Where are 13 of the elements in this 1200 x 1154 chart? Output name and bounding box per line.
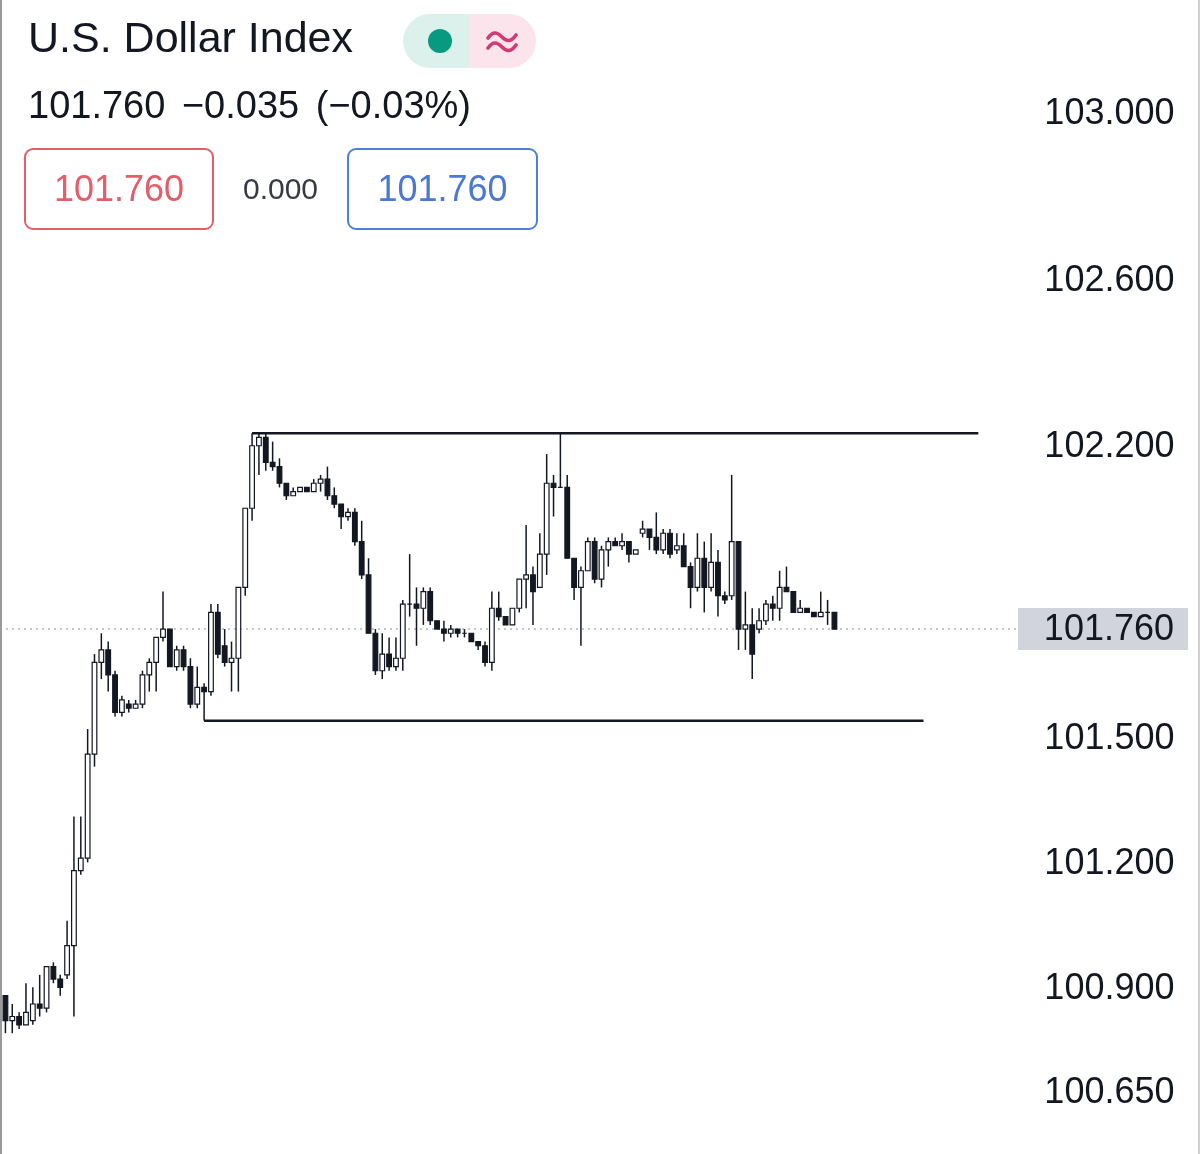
y-tick-label: 102.600 [1044,257,1175,299]
text: 101.760 −0.035 (−0.03%) [28,84,472,126]
chart-title: U.S. Dollar Index [28,13,354,61]
y-tick-label: 100.900 [1044,965,1175,1007]
annotation: 0.000 [241,171,320,207]
ref-line-label: 101.760 [1043,607,1174,649]
y-tick-label: 101.500 [1044,715,1175,757]
annotation: 101.760 [24,148,214,230]
y-tick-label: 100.650 [1044,1070,1175,1112]
y-tick-label: 102.200 [1044,424,1175,466]
y-tick-label: 103.000 [1044,90,1175,132]
annotation: 101.760 [347,148,538,230]
y-tick-label: 101.200 [1044,840,1175,882]
